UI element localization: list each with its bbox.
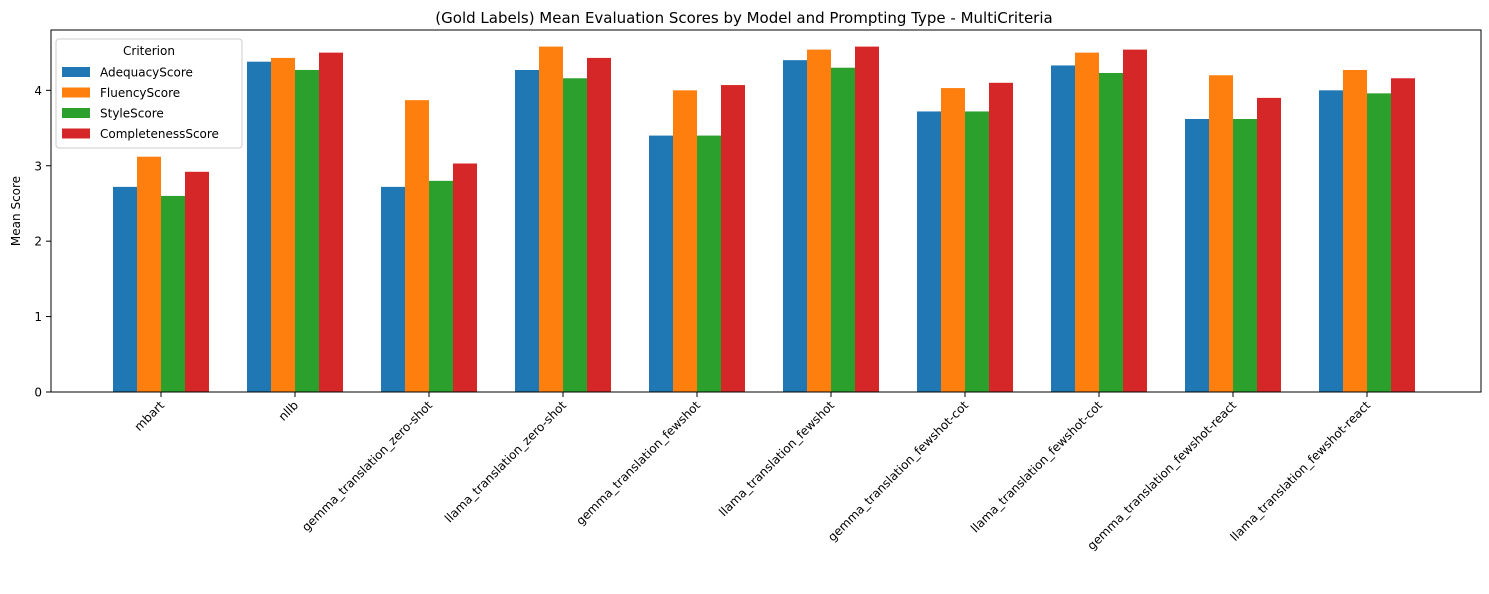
bar-stylescore-9 bbox=[1367, 93, 1391, 392]
bar-stylescore-0 bbox=[161, 195, 185, 392]
y-tick-label: 4 bbox=[34, 84, 42, 98]
bar-fluencyscore-0 bbox=[137, 156, 161, 392]
legend-label-stylescore: StyleScore bbox=[100, 107, 164, 121]
y-tick-label: 2 bbox=[34, 235, 42, 249]
x-tick-label: mbart bbox=[132, 398, 168, 434]
bar-adequacyscore-2 bbox=[381, 186, 405, 392]
x-tick-label: gemma_translation_fewshot-react bbox=[1085, 398, 1240, 553]
legend-label-fluencyscore: FluencyScore bbox=[100, 86, 180, 100]
bar-completenessscore-9 bbox=[1391, 78, 1415, 393]
y-axis: 0 1 2 3 4 bbox=[34, 84, 51, 400]
bar-adequacyscore-6 bbox=[917, 111, 941, 392]
bar-completenessscore-5 bbox=[855, 46, 879, 392]
legend-title: Criterion bbox=[123, 44, 175, 58]
bar-fluencyscore-4 bbox=[673, 90, 697, 392]
bar-adequacyscore-7 bbox=[1051, 65, 1075, 392]
bar-stylescore-5 bbox=[831, 67, 855, 392]
x-tick-label: nllb bbox=[276, 398, 301, 423]
bar-stylescore-4 bbox=[697, 135, 721, 393]
plot-frame bbox=[50, 29, 1482, 393]
legend-label-completenessscore: CompletenessScore bbox=[100, 127, 219, 141]
legend-swatch-fluencyscore bbox=[62, 87, 90, 98]
bar-stylescore-8 bbox=[1233, 118, 1257, 392]
y-tick-label: 0 bbox=[34, 386, 42, 400]
bar-fluencyscore-8 bbox=[1209, 75, 1233, 392]
legend-swatch-completenessscore bbox=[62, 128, 90, 139]
bar-stylescore-3 bbox=[563, 78, 587, 393]
bar-completenessscore-3 bbox=[587, 57, 611, 392]
bar-fluencyscore-2 bbox=[405, 100, 429, 392]
y-tick-label: 3 bbox=[34, 159, 42, 173]
bars-layer bbox=[113, 46, 1415, 393]
legend-swatch-stylescore bbox=[62, 108, 90, 118]
bar-fluencyscore-9 bbox=[1343, 69, 1367, 393]
bar-stylescore-6 bbox=[965, 111, 989, 392]
bar-adequacyscore-3 bbox=[515, 69, 539, 393]
bar-adequacyscore-8 bbox=[1185, 118, 1209, 392]
bar-fluencyscore-1 bbox=[271, 57, 295, 392]
y-tick-label: 1 bbox=[34, 310, 42, 324]
x-tick-label: llama_translation_zero-shot bbox=[442, 398, 569, 525]
bar-completenessscore-2 bbox=[453, 163, 477, 392]
bar-fluencyscore-6 bbox=[941, 88, 965, 392]
x-tick-label: gemma_translation_zero-shot bbox=[299, 398, 435, 534]
bar-adequacyscore-1 bbox=[247, 61, 271, 393]
bar-completenessscore-7 bbox=[1123, 49, 1147, 392]
y-axis-label: Mean Score bbox=[9, 176, 23, 246]
bar-fluencyscore-3 bbox=[539, 46, 563, 392]
bar-stylescore-2 bbox=[429, 180, 453, 392]
bar-completenessscore-6 bbox=[989, 82, 1013, 393]
chart-title: (Gold Labels) Mean Evaluation Scores by … bbox=[435, 9, 1052, 27]
bar-fluencyscore-7 bbox=[1075, 52, 1099, 392]
x-tick-label: gemma_translation_fewshot bbox=[573, 398, 703, 528]
legend: Criterion AdequacyScore FluencyScore StyleS… bbox=[55, 38, 243, 149]
bar-stylescore-1 bbox=[295, 69, 319, 393]
bar-adequacyscore-5 bbox=[783, 60, 807, 393]
bar-completenessscore-0 bbox=[185, 171, 209, 392]
legend-label-adequacyscore: AdequacyScore bbox=[100, 66, 193, 80]
bar-stylescore-7 bbox=[1099, 72, 1123, 393]
x-tick-label: llama_translation_fewshot-react bbox=[1227, 398, 1373, 544]
bar-completenessscore-1 bbox=[319, 52, 343, 392]
bar-adequacyscore-4 bbox=[649, 135, 673, 393]
bar-adequacyscore-0 bbox=[113, 186, 137, 392]
bar-completenessscore-8 bbox=[1257, 97, 1281, 392]
x-tick-label: llama_translation_fewshot bbox=[716, 398, 837, 519]
legend-box bbox=[55, 38, 243, 149]
legend-swatch-adequacyscore bbox=[62, 67, 90, 77]
x-tick-label: llama_translation_fewshot-cot bbox=[968, 398, 1105, 535]
bar-completenessscore-4 bbox=[721, 85, 745, 392]
bar-adequacyscore-9 bbox=[1319, 90, 1343, 392]
bar-fluencyscore-5 bbox=[807, 49, 831, 392]
x-tick-label: gemma_translation_fewshot-cot bbox=[825, 398, 971, 544]
